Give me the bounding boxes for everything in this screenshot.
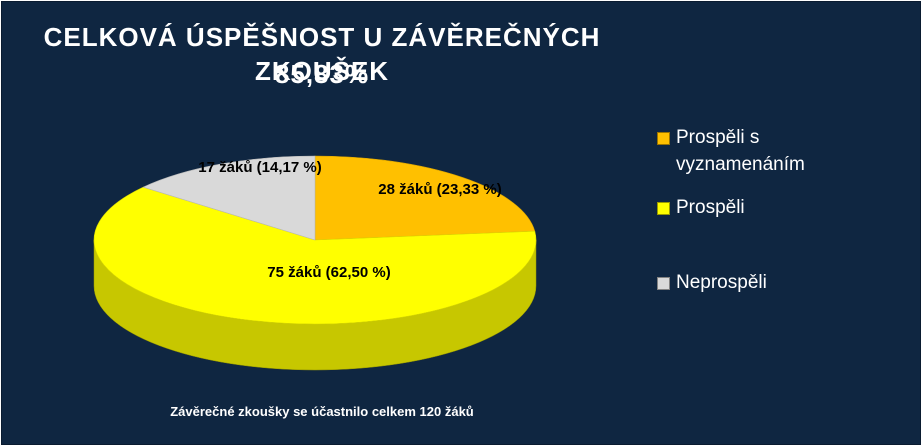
legend-swatch-neprospeli — [657, 277, 670, 290]
data-label-0: 28 žáků (23,33 %) — [378, 181, 501, 198]
pie-slice-0 — [314, 155, 536, 241]
pie-slice-2 — [142, 155, 316, 241]
data-label-2: 17 žáků (14,17 %) — [198, 159, 321, 176]
legend-item-prospeli-s-vyznamenanim: Prospěli s vyznamenáním — [657, 124, 907, 178]
pie-slice-1 — [93, 186, 537, 325]
legend: Prospěli s vyznamenáním Prospěli Neprosp… — [657, 124, 907, 296]
chart-title: CELKOVÁ ÚSPĚŠNOST U ZÁVĚREČNÝCH ZKOUŠEK — [43, 22, 601, 86]
data-label-1: 75 žáků (62,50 %) — [267, 264, 390, 281]
legend-swatch-prospeli — [657, 202, 670, 215]
legend-label-neprospeli: Neprospěli — [676, 272, 767, 293]
chart-footnote: Závěrečné zkoušky se účastnilo celkem 12… — [170, 404, 474, 419]
legend-label-prospeli: Prospěli — [676, 197, 745, 218]
legend-item-prospeli: Prospěli — [657, 194, 907, 221]
legend-item-neprospeli: Neprospěli — [657, 269, 907, 296]
chart-subtitle: 85,83% — [274, 59, 370, 89]
legend-label-prospeli-s-vyznamenanim: Prospěli s vyznamenáním — [676, 127, 805, 175]
legend-swatch-prospeli-s-vyznamenanim — [657, 132, 670, 145]
